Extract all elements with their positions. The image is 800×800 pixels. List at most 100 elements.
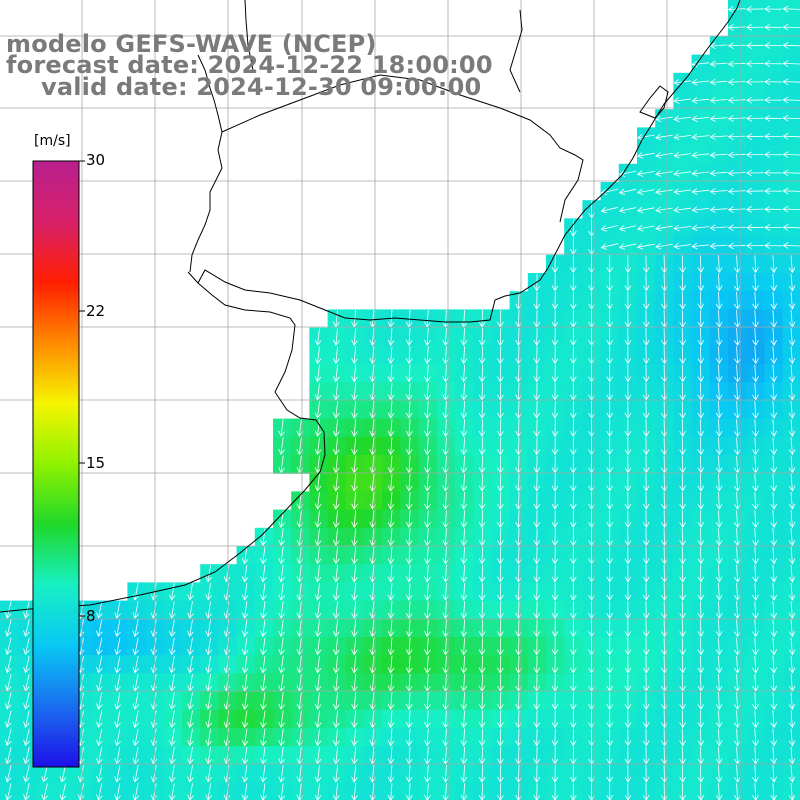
- wind-arrow: [132, 783, 140, 800]
- wind-arrow: [679, 528, 686, 547]
- wind-arrow: [351, 510, 358, 528]
- colorbar-unit: [m/s]: [34, 133, 71, 149]
- wind-arrow: [314, 601, 322, 619]
- wind-arrow: [709, 169, 728, 177]
- wind-arrow: [497, 710, 504, 729]
- wind-arrow: [478, 619, 486, 638]
- wind-arrow: [727, 5, 746, 13]
- wind-arrow: [405, 437, 413, 456]
- wind-arrow: [606, 528, 614, 547]
- wind-arrow: [405, 692, 413, 710]
- wind-arrow: [697, 473, 705, 492]
- wind-arrow: [709, 60, 728, 68]
- wind-arrow: [606, 328, 614, 346]
- wind-arrow: [727, 96, 746, 104]
- wind-arrow: [96, 692, 103, 710]
- wind-arrow: [642, 419, 650, 437]
- wind-arrow: [661, 273, 668, 292]
- wind-arrow: [733, 273, 741, 292]
- wind-arrow: [551, 637, 559, 656]
- wind-arrow: [241, 765, 249, 783]
- wind-arrow: [752, 764, 759, 783]
- wind-arrow: [5, 783, 12, 800]
- wind-arrow: [606, 437, 614, 456]
- wind-cell: [782, 491, 800, 511]
- wind-arrow: [551, 291, 559, 310]
- wind-arrow: [588, 583, 595, 601]
- wind-arrow: [679, 582, 686, 601]
- wind-arrow: [618, 188, 637, 196]
- wind-arrow: [96, 728, 103, 747]
- wind-arrow: [132, 728, 140, 747]
- wind-arrow: [551, 764, 559, 783]
- wind-arrow: [782, 96, 800, 104]
- wind-arrow: [661, 364, 668, 383]
- wind-arrow: [5, 601, 12, 619]
- wind-arrow: [727, 169, 746, 177]
- wind-arrow: [679, 510, 686, 528]
- wind-arrow: [23, 783, 30, 800]
- wind-arrow: [260, 583, 267, 601]
- wind-arrow: [733, 291, 741, 310]
- wind-arrow: [59, 765, 67, 783]
- wind-arrow: [260, 728, 267, 747]
- wind-arrow: [114, 601, 121, 619]
- wind-arrow: [114, 728, 121, 747]
- wind-arrow: [715, 255, 723, 274]
- wind-arrow: [588, 492, 595, 510]
- wind-arrow: [515, 619, 522, 638]
- wind-arrow: [715, 655, 723, 674]
- wind-arrow: [782, 78, 800, 86]
- wind-arrow: [478, 346, 486, 365]
- wind-arrow: [709, 42, 728, 50]
- wind-arrow: [746, 115, 764, 122]
- wind-arrow: [187, 601, 194, 619]
- wind-arrow: [624, 528, 632, 547]
- wind-arrow: [405, 473, 413, 492]
- wind-arrow: [691, 224, 710, 232]
- wind-arrow: [314, 728, 322, 747]
- wind-arrow: [715, 328, 723, 346]
- wind-arrow: [697, 364, 705, 383]
- wind-arrow: [715, 528, 723, 547]
- wind-arrow: [351, 582, 358, 601]
- wind-arrow: [478, 601, 486, 619]
- wind-arrow: [642, 273, 650, 292]
- wind-arrow: [551, 273, 559, 292]
- wind-arrow: [746, 5, 764, 13]
- wind-arrow: [569, 328, 577, 346]
- wind-arrow: [661, 328, 668, 346]
- wind-cell: [782, 764, 800, 784]
- wind-arrow: [697, 764, 705, 783]
- wind-arrow: [691, 133, 710, 141]
- wind-arrow: [278, 655, 285, 674]
- wind-cell: [782, 746, 800, 765]
- wind-arrow: [533, 546, 541, 565]
- wind-arrow: [661, 582, 668, 601]
- wind-arrow: [569, 764, 577, 783]
- wind-arrow: [569, 255, 577, 274]
- wind-arrow: [168, 655, 176, 674]
- wind-arrow: [387, 437, 395, 456]
- wind-arrow: [661, 619, 668, 638]
- wind-arrow: [715, 619, 723, 638]
- wind-arrow: [746, 133, 764, 140]
- wind-arrow: [746, 242, 764, 250]
- wind-arrow: [23, 692, 30, 710]
- wind-arrow: [770, 364, 778, 383]
- wind-arrow: [278, 783, 285, 800]
- wind-arrow: [332, 491, 340, 510]
- wind-arrow: [746, 224, 764, 231]
- wind-arrow: [551, 364, 559, 383]
- wind-arrow: [752, 419, 759, 437]
- wind-arrow: [424, 692, 431, 710]
- wind-arrow: [241, 601, 249, 619]
- wind-arrow: [569, 655, 577, 674]
- wind-arrow: [533, 764, 541, 783]
- wind-arrow: [752, 273, 759, 292]
- wind-arrow: [533, 528, 541, 547]
- wind-arrow: [752, 510, 759, 528]
- wind-arrow: [782, 42, 800, 49]
- wind-arrow: [642, 764, 650, 783]
- wind-arrow: [424, 637, 431, 656]
